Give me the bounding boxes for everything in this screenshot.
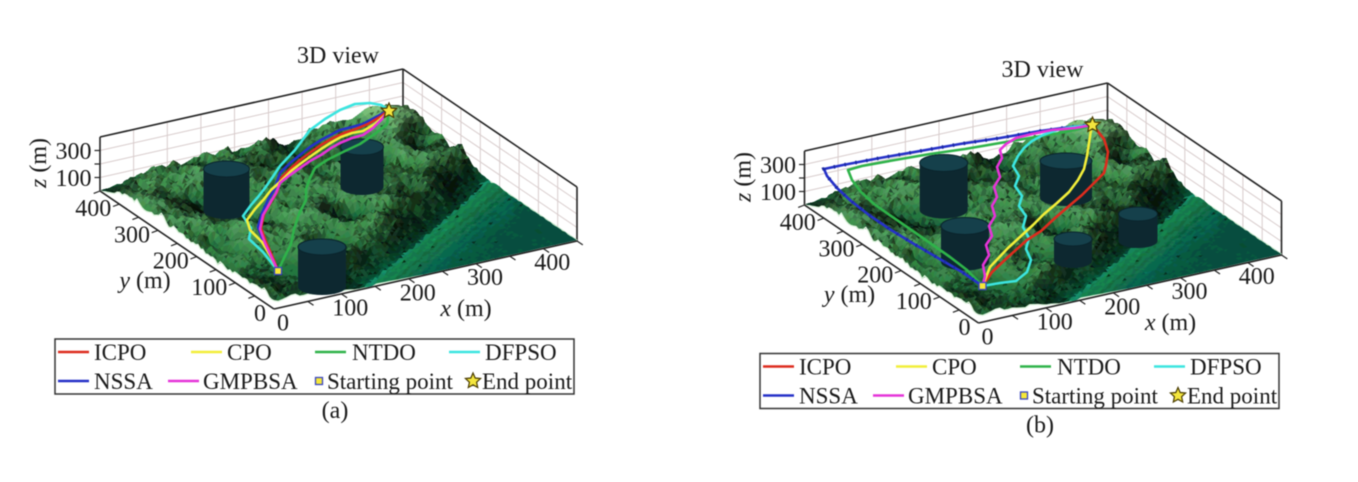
svg-text:z (m): z (m) [26,138,52,189]
svg-text:100: 100 [1037,309,1073,335]
svg-text:NSSA: NSSA [799,384,858,409]
svg-text:ICPO: ICPO [94,340,146,365]
svg-text:CPO: CPO [932,355,977,380]
svg-text:z (m): z (m) [731,152,757,203]
svg-text:0: 0 [277,311,289,337]
svg-text:End point: End point [1187,384,1278,409]
svg-text:300: 300 [760,153,796,179]
svg-text:0: 0 [982,325,994,351]
svg-text:3D view: 3D view [297,43,380,69]
svg-text:y (m): y (m) [822,282,875,308]
svg-text:200: 200 [857,263,893,289]
svg-text:NSSA: NSSA [94,369,153,394]
svg-text:GMPBSA: GMPBSA [908,384,1003,409]
svg-text:0: 0 [254,301,266,327]
svg-text:3D view: 3D view [1002,57,1085,83]
svg-text:100: 100 [332,295,368,321]
svg-text:300: 300 [1172,279,1208,305]
svg-text:End point: End point [482,369,573,394]
svg-text:DFPSO: DFPSO [485,340,557,365]
svg-text:200: 200 [1104,294,1140,320]
svg-text:ICPO: ICPO [799,355,851,380]
svg-text:NTDO: NTDO [1057,355,1121,380]
svg-text:(b): (b) [1026,413,1054,439]
svg-text:300: 300 [56,139,92,165]
svg-text:0: 0 [959,315,971,341]
svg-text:100: 100 [760,180,796,206]
svg-text:(a): (a) [322,398,349,424]
svg-text:400: 400 [780,210,816,236]
svg-text:100: 100 [896,289,932,315]
svg-text:200: 200 [153,249,189,275]
svg-text:Starting point: Starting point [327,369,453,394]
svg-text:x (m): x (m) [439,296,491,322]
svg-text:400: 400 [1239,264,1275,290]
svg-text:300: 300 [819,236,855,262]
svg-text:200: 200 [400,280,436,306]
svg-text:NTDO: NTDO [352,340,416,365]
svg-text:300: 300 [114,222,150,248]
svg-text:300: 300 [467,265,503,291]
svg-text:100: 100 [56,166,92,192]
svg-text:CPO: CPO [227,340,272,365]
svg-text:DFPSO: DFPSO [1190,355,1262,380]
svg-text:GMPBSA: GMPBSA [203,369,298,394]
svg-text:Starting point: Starting point [1032,384,1158,409]
svg-text:400: 400 [534,250,570,276]
svg-text:x (m): x (m) [1144,310,1196,336]
svg-text:y (m): y (m) [117,268,170,294]
svg-text:400: 400 [75,196,111,222]
svg-text:100: 100 [191,275,227,301]
